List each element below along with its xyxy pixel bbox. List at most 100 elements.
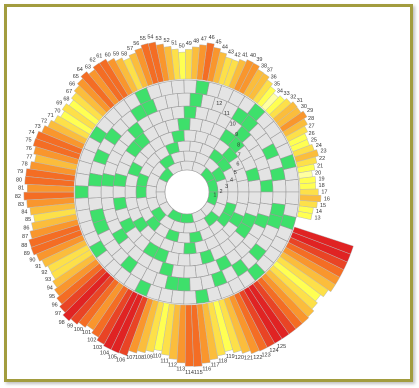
outer-tick-label: 117	[211, 363, 220, 369]
empty-cell	[177, 140, 191, 153]
outer-tick-label: 120	[235, 355, 244, 361]
outer-tick-label: 103	[93, 345, 102, 351]
outer-tick-label: 114	[185, 370, 194, 376]
heat-wedge	[299, 188, 319, 196]
outer-tick-label: 69	[56, 101, 62, 107]
outer-tick-label: 43	[228, 50, 234, 56]
outer-tick-label: 76	[26, 146, 32, 152]
outer-tick-label: 71	[48, 113, 54, 119]
marked-cell	[183, 242, 197, 255]
spiral-heatmap: 1314151617181920212223242526272829303132…	[15, 34, 354, 376]
outer-tick-label: 97	[55, 311, 61, 317]
empty-cell	[285, 191, 300, 206]
empty-cell	[259, 191, 274, 205]
outer-tick-label: 53	[156, 36, 162, 42]
outer-tick-label: 105	[108, 354, 117, 360]
outer-tick-label: 61	[96, 53, 102, 59]
inner-tick-label: 3	[225, 184, 228, 190]
outer-tick-label: 39	[256, 57, 262, 63]
outer-tick-label: 74	[29, 130, 35, 136]
outer-tick-label: 23	[320, 148, 326, 154]
outer-tick-label: 122	[253, 355, 262, 361]
outer-tick-label: 38	[261, 63, 267, 69]
heat-band	[23, 41, 354, 367]
inner-tick-label: 7	[238, 152, 241, 158]
outer-tick-label: 87	[22, 234, 28, 240]
outer-tick-label: 20	[315, 170, 321, 176]
empty-cell	[74, 172, 90, 187]
outer-tick-label: 64	[77, 67, 83, 73]
outer-tick-label: 75	[25, 138, 31, 144]
outer-tick-label: 106	[116, 357, 125, 363]
figure-frame: 13 14 15 16 17 18 19 20 21 22 23 24 25 26 27 28 29 30 31 32…	[4, 4, 413, 382]
inner-tick-label: 9	[235, 132, 238, 138]
outer-tick-label: 119	[226, 354, 235, 360]
outer-tick-label: 46	[209, 35, 215, 41]
outer-tick-label: 79	[17, 169, 23, 175]
outer-tick-label: 110	[153, 354, 162, 360]
empty-cell	[177, 253, 191, 267]
empty-cell	[112, 185, 126, 199]
outer-tick-label: 57	[127, 46, 133, 52]
tick-labels: 1314151617181920212223242526272829303132…	[15, 34, 330, 375]
marked-cell	[259, 179, 274, 193]
empty-cell	[100, 185, 114, 199]
outer-tick-label: 73	[35, 124, 41, 130]
outer-tick-label: 111	[160, 358, 168, 364]
outer-tick-label: 115	[194, 370, 203, 376]
outer-tick-label: 67	[66, 89, 72, 95]
empty-cell	[179, 160, 195, 171]
inner-tick-label: 6	[236, 162, 239, 168]
outer-tick-label: 52	[164, 38, 170, 44]
outer-tick-label: 112	[168, 362, 177, 368]
empty-cell	[183, 150, 198, 163]
outer-tick-label: 65	[73, 74, 79, 80]
outer-tick-label: 45	[215, 40, 221, 46]
outer-tick-label: 33	[284, 91, 290, 97]
outer-tick-label: 27	[308, 124, 314, 130]
outer-tick-label: 80	[16, 177, 22, 183]
outer-tick-label: 30	[301, 104, 307, 110]
empty-cell	[183, 290, 197, 305]
empty-cell	[124, 185, 137, 199]
empty-cell	[183, 129, 197, 142]
outer-tick-label: 66	[69, 82, 75, 88]
outer-tick-label: 83	[18, 202, 24, 208]
marked-cell	[179, 213, 195, 224]
outer-tick-label: 92	[41, 270, 47, 276]
outer-tick-label: 21	[317, 163, 323, 169]
outer-tick-label: 15	[320, 203, 326, 209]
heat-wedge	[292, 226, 354, 255]
outer-tick-label: 116	[202, 366, 211, 372]
outer-tick-label: 34	[277, 88, 283, 94]
empty-cell	[183, 79, 197, 94]
marked-cell	[189, 92, 204, 108]
outer-tick-label: 102	[87, 338, 96, 344]
outer-tick-label: 107	[126, 355, 135, 361]
empty-cell	[177, 92, 191, 107]
outer-tick-label: 49	[186, 41, 192, 47]
outer-tick-label: 28	[308, 116, 314, 122]
outer-tick-label: 29	[307, 108, 313, 114]
marked-cell	[87, 172, 103, 187]
inner-tick-label: 11	[224, 111, 230, 117]
outer-tick-label: 41	[242, 53, 248, 59]
outer-tick-label: 86	[23, 225, 29, 231]
outer-tick-label: 48	[193, 38, 199, 44]
outer-tick-label: 94	[47, 285, 53, 291]
outer-tick-label: 50	[179, 44, 185, 50]
empty-cell	[271, 179, 287, 193]
outer-tick-label: 58	[121, 51, 127, 57]
marked-cell	[74, 185, 89, 199]
outer-tick-label: 82	[15, 194, 21, 200]
outer-tick-label: 19	[318, 176, 324, 182]
outer-tick-label: 47	[201, 36, 207, 42]
marked-cell	[135, 185, 147, 199]
outer-tick-label: 108	[135, 355, 144, 361]
empty-cell	[285, 178, 300, 193]
outer-tick-label: 118	[218, 358, 227, 364]
inner-tick-label: 5	[234, 170, 237, 176]
empty-cell	[170, 289, 185, 305]
outer-tick-label: 89	[24, 251, 30, 257]
empty-cell	[170, 79, 185, 95]
